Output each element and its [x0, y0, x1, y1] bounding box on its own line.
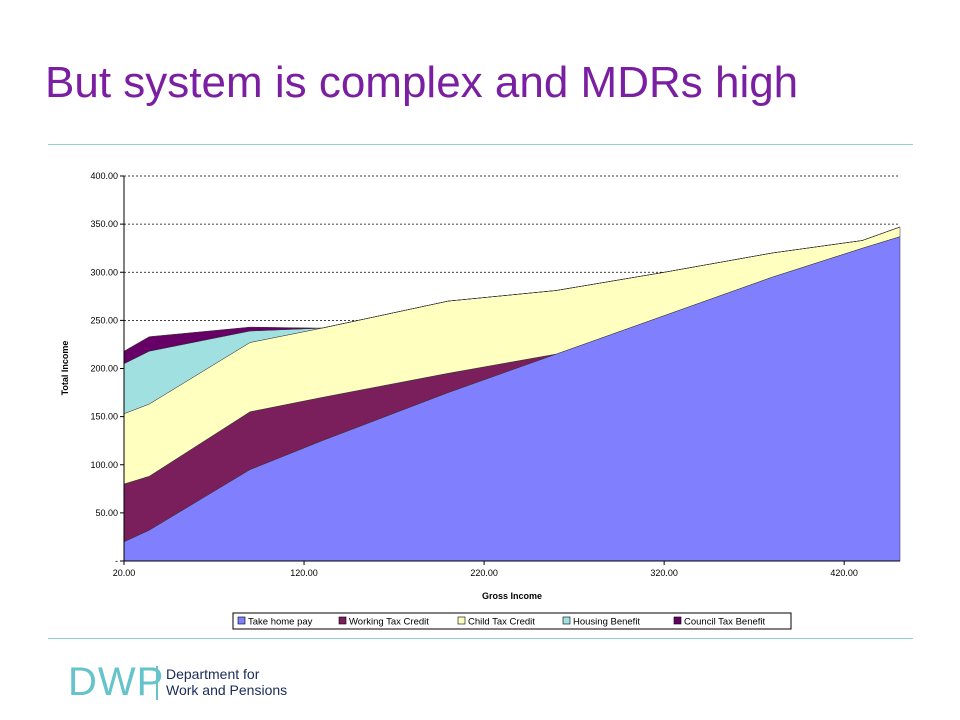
x-tick-label: 220.00	[470, 568, 498, 578]
chart-areas	[123, 226, 901, 562]
y-axis-title: Total Income	[60, 341, 70, 396]
dwp-logo: DWP	[68, 660, 165, 704]
y-tick-label: 150.00	[90, 412, 118, 422]
chart-axes	[120, 175, 900, 565]
y-tick-label: 350.00	[90, 219, 118, 229]
chart-tick-labels: - 50.00 100.00 150.00 200.00 250.00 300.00 350.…	[90, 171, 857, 578]
top-divider	[48, 144, 913, 145]
legend-box	[232, 612, 792, 630]
x-tick-label: 120.00	[290, 568, 318, 578]
legend-label: Council Tax Benefit	[684, 617, 766, 628]
logo-separator	[156, 666, 158, 700]
legend-swatch	[562, 616, 571, 625]
department-name-line1: Department for	[166, 666, 260, 682]
legend-swatch	[338, 616, 347, 625]
legend-label: Working Tax Credit	[349, 617, 429, 628]
area-council-tax-benefit	[123, 226, 901, 365]
y-tick-label: 400.00	[90, 171, 118, 181]
y-tick-label: 300.00	[90, 267, 118, 277]
y-tick-label: -	[115, 556, 118, 566]
bottom-divider	[48, 638, 913, 639]
department-name: Department for Work and Pensions	[166, 666, 287, 698]
legend-swatch	[237, 616, 246, 625]
x-tick-label: 420.00	[830, 568, 858, 578]
legend-swatch	[457, 616, 466, 625]
legend-label: Take home pay	[248, 617, 313, 628]
chart-legend: Take home pay Working Tax Credit Child Tax…	[232, 612, 792, 630]
department-name-line2: Work and Pensions	[166, 682, 288, 698]
x-tick-label: 320.00	[650, 568, 678, 578]
y-tick-label: 50.00	[95, 508, 118, 518]
y-tick-label: 100.00	[90, 460, 118, 470]
x-tick-label: 20.00	[113, 568, 136, 578]
legend-swatch	[673, 616, 682, 625]
y-tick-label: 200.00	[90, 364, 118, 374]
legend-label: Child Tax Credit	[468, 617, 535, 628]
y-tick-label: 250.00	[90, 315, 118, 325]
slide-title: But system is complex and MDRs high	[45, 58, 799, 107]
x-axis-title: Gross Income	[482, 591, 542, 601]
legend-label: Housing Benefit	[573, 617, 640, 628]
